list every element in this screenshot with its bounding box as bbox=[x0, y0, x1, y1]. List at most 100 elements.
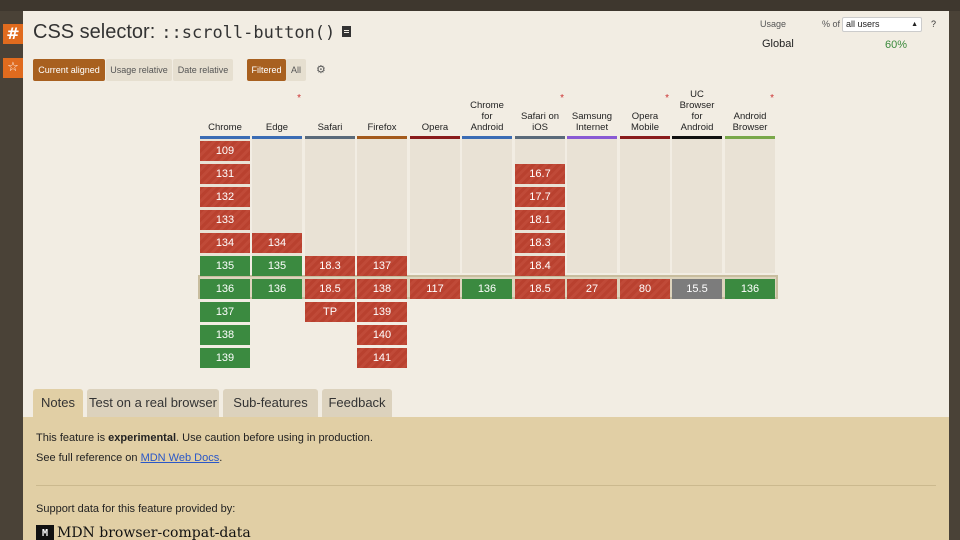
version-cell[interactable]: 17.7 bbox=[515, 187, 565, 207]
note-text: This feature is bbox=[36, 432, 109, 444]
version-cell[interactable]: 136 bbox=[252, 279, 302, 299]
browser-column bbox=[305, 139, 355, 273]
global-usage-value: 60% bbox=[885, 39, 908, 51]
mdn-bcd-name: MDN browser-compat-data bbox=[57, 525, 251, 540]
browser-name: Chrome for Android bbox=[470, 100, 504, 133]
version-cell[interactable]: 15.5 bbox=[672, 279, 722, 299]
version-cell[interactable]: 18.4 bbox=[515, 256, 565, 276]
version-cell[interactable]: 140 bbox=[357, 325, 407, 345]
browser-name: Edge bbox=[265, 122, 289, 133]
version-cell[interactable]: 109 bbox=[200, 141, 250, 161]
users-select[interactable]: all users ▲ bbox=[842, 17, 922, 32]
region-label: Global bbox=[762, 38, 794, 50]
browser-column bbox=[462, 139, 512, 273]
browser-header-opera-mobile: Opera Mobile * bbox=[619, 93, 671, 133]
browser-column bbox=[725, 139, 775, 273]
browser-header-samsung: Samsung Internet bbox=[566, 93, 618, 133]
version-cell[interactable]: 135 bbox=[252, 256, 302, 276]
browser-name: Samsung Internet bbox=[571, 111, 613, 133]
browser-header-ios: Safari on iOS * bbox=[514, 93, 566, 133]
filtered-button[interactable]: Filtered bbox=[247, 59, 286, 81]
version-cell[interactable]: 132 bbox=[200, 187, 250, 207]
browser-color-bar bbox=[672, 136, 722, 139]
version-cell[interactable]: 139 bbox=[357, 302, 407, 322]
version-cell[interactable]: 136 bbox=[200, 279, 250, 299]
experimental-note: This feature is experimental. Use cautio… bbox=[36, 432, 373, 444]
document-icon[interactable] bbox=[342, 26, 352, 37]
version-cell[interactable]: 16.7 bbox=[515, 164, 565, 184]
version-cell[interactable]: 138 bbox=[200, 325, 250, 345]
experimental-label: experimental bbox=[108, 432, 177, 444]
note-text: . Use caution before using in production… bbox=[176, 432, 373, 444]
browser-column bbox=[567, 139, 617, 273]
note-asterisk[interactable]: * bbox=[560, 93, 564, 104]
version-cell[interactable]: 136 bbox=[462, 279, 512, 299]
version-cell[interactable]: 117 bbox=[410, 279, 460, 299]
mdn-logo-icon: M bbox=[36, 525, 54, 540]
browser-header-uc: UC Browser for Android bbox=[671, 89, 723, 133]
note-asterisk[interactable]: * bbox=[770, 93, 774, 104]
mdn-web-docs-link[interactable]: MDN Web Docs bbox=[140, 452, 220, 464]
reference-note: See full reference on MDN Web Docs. bbox=[36, 452, 222, 464]
browser-column bbox=[672, 139, 722, 273]
tab-feedback[interactable]: Feedback bbox=[322, 389, 392, 417]
browser-name: Opera bbox=[421, 122, 449, 133]
browser-color-bar bbox=[200, 136, 250, 139]
version-cell[interactable]: 18.1 bbox=[515, 210, 565, 230]
tab-sub-features[interactable]: Sub-features bbox=[223, 389, 318, 417]
version-cell[interactable]: 18.5 bbox=[515, 279, 565, 299]
browser-name: Safari on iOS bbox=[520, 111, 560, 133]
version-cell[interactable]: 131 bbox=[200, 164, 250, 184]
note-asterisk[interactable]: * bbox=[665, 93, 669, 104]
gear-icon[interactable]: ⚙ bbox=[316, 64, 326, 76]
all-button[interactable]: All bbox=[286, 59, 306, 81]
version-cell[interactable]: 134 bbox=[200, 233, 250, 253]
date-relative-button[interactable]: Date relative bbox=[173, 59, 233, 81]
browser-column bbox=[410, 139, 460, 273]
hash-link-icon[interactable]: # bbox=[3, 24, 23, 44]
browser-name: Opera Mobile bbox=[631, 111, 659, 133]
tab-notes[interactable]: Notes bbox=[33, 389, 83, 417]
browser-color-bar bbox=[515, 136, 565, 139]
version-cell[interactable]: 80 bbox=[620, 279, 670, 299]
browser-color-bar bbox=[462, 136, 512, 139]
version-cell[interactable]: 18.5 bbox=[305, 279, 355, 299]
browser-color-bar bbox=[305, 136, 355, 139]
version-cell[interactable]: 27 bbox=[567, 279, 617, 299]
browser-color-bar bbox=[357, 136, 407, 139]
version-cell[interactable]: 139 bbox=[200, 348, 250, 368]
support-data-credit: Support data for this feature provided b… bbox=[36, 503, 236, 515]
version-cell[interactable]: 136 bbox=[725, 279, 775, 299]
version-cell[interactable]: 18.3 bbox=[305, 256, 355, 276]
browser-column bbox=[620, 139, 670, 273]
browser-column bbox=[357, 139, 407, 273]
browser-header-chrome-android: Chrome for Android bbox=[461, 93, 513, 133]
browser-header-firefox: Firefox bbox=[356, 93, 408, 133]
divider bbox=[36, 485, 936, 486]
browser-header-safari: Safari bbox=[304, 93, 356, 133]
tab-test-real-browser[interactable]: Test on a real browser bbox=[87, 389, 219, 417]
browser-name: Firefox bbox=[367, 122, 397, 133]
browser-color-bar bbox=[725, 136, 775, 139]
note-asterisk[interactable]: * bbox=[297, 93, 301, 104]
note-text: See full reference on bbox=[36, 452, 141, 464]
version-cell[interactable]: 137 bbox=[200, 302, 250, 322]
percent-of-label: % of bbox=[822, 19, 841, 29]
usage-relative-button[interactable]: Usage relative bbox=[106, 59, 172, 81]
version-cell[interactable]: 138 bbox=[357, 279, 407, 299]
help-link[interactable]: ? bbox=[931, 19, 937, 29]
version-cell[interactable]: 133 bbox=[200, 210, 250, 230]
version-cell[interactable]: 135 bbox=[200, 256, 250, 276]
browser-header-opera: Opera bbox=[409, 93, 461, 133]
select-arrows-icon: ▲ bbox=[911, 21, 918, 28]
current-aligned-button[interactable]: Current aligned bbox=[33, 59, 105, 81]
version-cell[interactable]: TP bbox=[305, 302, 355, 322]
star-icon[interactable]: ☆ bbox=[3, 58, 23, 78]
version-cell[interactable]: 18.3 bbox=[515, 233, 565, 253]
browser-color-bar bbox=[410, 136, 460, 139]
version-cell[interactable]: 141 bbox=[357, 348, 407, 368]
top-bar bbox=[0, 0, 960, 11]
browser-header-android: Android Browser * bbox=[724, 93, 776, 133]
version-cell[interactable]: 134 bbox=[252, 233, 302, 253]
version-cell[interactable]: 137 bbox=[357, 256, 407, 276]
